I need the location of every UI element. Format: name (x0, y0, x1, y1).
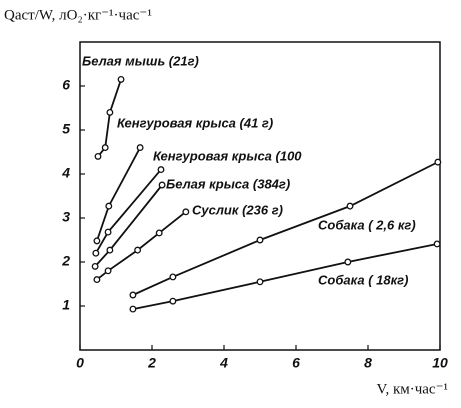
data-point (106, 108, 114, 116)
y-tick-label: 5 (62, 121, 70, 137)
data-point (101, 144, 109, 152)
data-point (117, 75, 125, 83)
data-point (182, 208, 190, 216)
data-point (433, 240, 441, 248)
data-point (155, 229, 163, 237)
data-point (169, 273, 177, 281)
data-point (256, 236, 264, 244)
data-point (434, 158, 442, 166)
y-tick-label: 3 (62, 209, 70, 225)
data-point (157, 166, 165, 174)
y-tick-label: 4 (61, 165, 70, 181)
x-tick-label: 4 (219, 355, 228, 371)
data-point (129, 305, 137, 313)
data-point (136, 144, 144, 152)
data-point (169, 297, 177, 305)
data-point (93, 237, 101, 245)
data-point (106, 246, 114, 254)
data-point (104, 267, 112, 275)
x-tick-label: 8 (364, 355, 372, 371)
data-point (94, 152, 102, 160)
series-line (95, 169, 162, 254)
x-tick-label: 6 (292, 355, 300, 371)
series-label: Кенгуровая крыса (41 г) (117, 115, 273, 130)
series-label: Белая мышь (21г) (82, 53, 199, 68)
x-tick-label: 2 (147, 355, 156, 371)
series-line (97, 79, 122, 157)
series-label: Суслик (236 г) (192, 202, 283, 217)
x-tick-label: 0 (76, 355, 84, 371)
y-tick-label: 1 (62, 297, 70, 313)
series-line (96, 147, 141, 242)
data-point (256, 278, 264, 286)
data-point (105, 202, 113, 210)
data-point (93, 276, 101, 284)
data-point (134, 246, 142, 254)
series-label: Белая крыса (384г) (166, 176, 290, 191)
series-label: Собака ( 2,6 кг) (318, 217, 416, 232)
data-point (91, 262, 99, 270)
x-tick-label: 10 (432, 355, 448, 371)
plot-frame (79, 41, 441, 351)
data-point (346, 202, 354, 210)
series-label: Кенгуровая крыса (100 (153, 148, 302, 163)
data-point (158, 181, 166, 189)
y-tick-label: 6 (62, 77, 70, 93)
y-tick-label: 2 (61, 253, 70, 269)
data-point (92, 249, 100, 257)
chart-title: Qаст/W, лO₂·кг⁻¹·час⁻¹ (4, 7, 152, 23)
x-axis-label: V, км·час⁻¹ (377, 381, 448, 397)
series-label: Собака ( 18кг) (318, 272, 408, 287)
series-line (94, 184, 163, 268)
data-point (104, 228, 112, 236)
data-point (129, 291, 137, 299)
data-point (344, 258, 352, 266)
